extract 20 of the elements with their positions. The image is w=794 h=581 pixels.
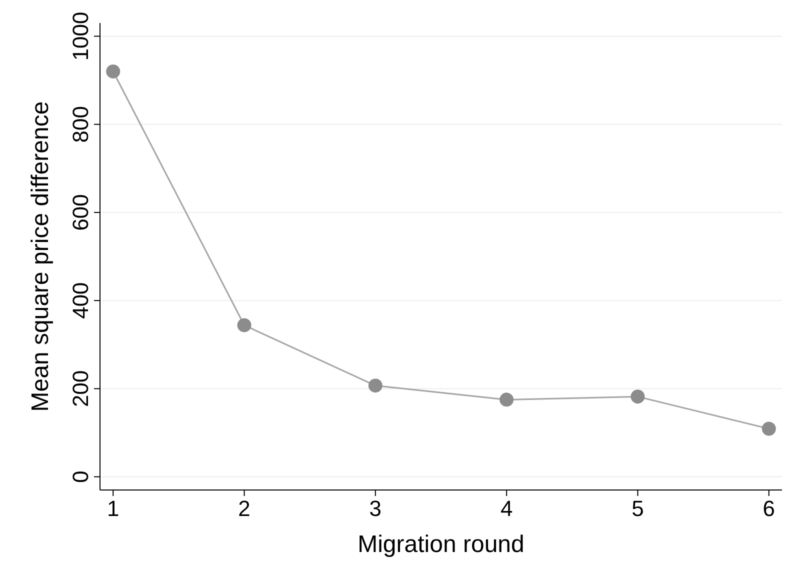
x-axis-title: Migration round [358,531,524,558]
x-tick-label: 2 [238,496,250,521]
point [762,422,776,436]
point [368,378,382,393]
x-tick-label: 4 [500,496,513,521]
y-tick-label: 1000 [68,12,93,61]
y-tick-label: 0 [68,470,93,483]
point [500,392,514,407]
y-axis-title: Mean square price difference [27,101,54,412]
x-tick-label: 1 [106,496,120,521]
y-tick-label: 800 [68,106,93,143]
y-tick-label: 200 [68,370,93,408]
y-tick-label: 400 [68,282,93,319]
x-tick-label: 6 [762,496,776,521]
point [237,318,252,332]
y-tick-label: 600 [68,194,93,231]
x-tick-label: 5 [632,496,644,521]
point [630,390,645,404]
point [106,64,120,78]
x-tick-label: 3 [369,496,382,521]
